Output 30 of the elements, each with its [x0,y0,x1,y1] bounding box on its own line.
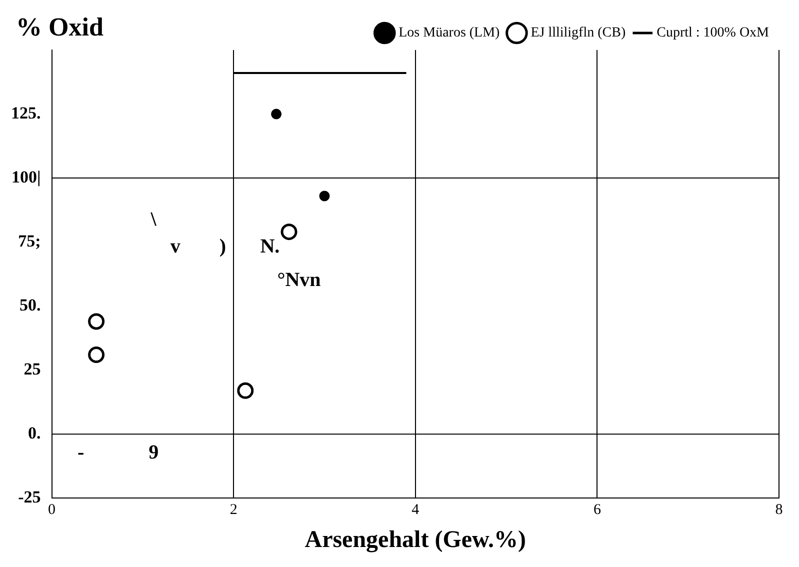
legend-label: EJ llliligfln (CB) [530,26,626,41]
point [271,108,282,120]
legend-label: Los Müaros (LM) [398,26,500,41]
point [237,382,254,399]
point [280,224,298,240]
annotation: v [170,235,180,258]
y-tick-label: 75; [18,231,41,250]
y-axis-title: % Oxid [16,12,104,42]
x-tick-label: 0 [48,502,56,518]
annotation: \ [150,208,157,230]
annotation: ) [219,235,226,258]
x-tick-label: 2 [230,502,238,518]
annotation: °Nvn [277,268,321,291]
point [88,313,105,330]
annotation: 9 [148,442,159,464]
point [319,190,330,202]
y-tick-label: 100| [12,167,41,186]
y-tick-label: -25 [18,488,41,507]
x-tick-label: 4 [412,502,420,518]
point [88,346,105,364]
x-axis-title: Arsengehalt (Gew.%) [304,526,526,553]
annotation: - [78,442,84,464]
y-tick-label: 0. [28,424,41,443]
y-tick-label: 50. [20,296,41,315]
y-tick-label: 125. [11,103,41,122]
legend-label: Cuprtl : 100% OxM [656,26,770,41]
y-tick-label: 25 [24,360,41,379]
annotation: N. [260,235,280,258]
x-tick-label: 6 [593,502,602,518]
x-tick-label: 8 [775,502,783,518]
